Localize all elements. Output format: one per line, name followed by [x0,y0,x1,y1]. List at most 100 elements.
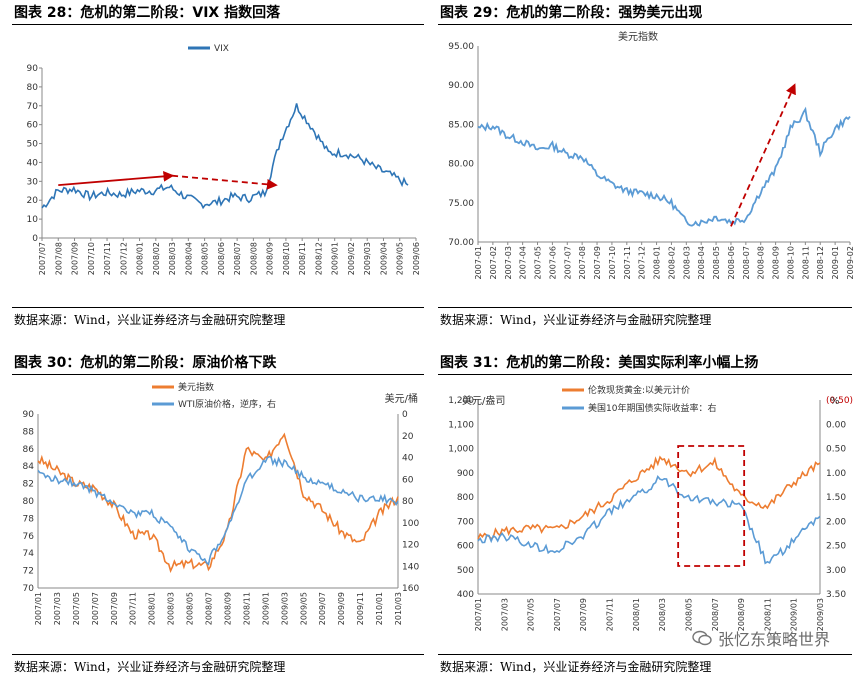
panel-4-source: 数据来源：Wind，兴业证券经济与金融研究院整理 [440,660,712,674]
y-tick-label: 75.00 [448,199,474,209]
y-right-tick-label: 140 [402,562,419,572]
x-tick-label: 2008/04 [184,242,193,275]
x-tick-label: 2008/08 [249,242,258,275]
dashed-trend-arrow [172,174,278,190]
y-right-tick-label: 3.00 [826,566,846,576]
legend-vix-label: VIX [214,44,229,54]
x-tick-label: 2008-12 [816,246,825,279]
x-tick-label: 2009-02 [846,246,854,279]
y-tick-label: 20 [27,196,39,206]
x-tick-label: 2009/09 [337,592,346,625]
panel-4-title: 图表 31：危机的第二阶段：美国实际利率小幅上扬 [440,355,759,371]
x-tick-label: 2007-05 [534,246,543,279]
x-tick-label: 2007/03 [53,592,62,625]
chart-vix-plot: 0 10 20 30 40 50 60 70 80 90 2007/07 2007/08 2007/09… [27,44,421,275]
y-right-tick-label: 3.50 [826,590,846,600]
wechat-icon [692,630,712,646]
x-tick-label: 2007/11 [129,592,138,625]
x-tick-label: 2008-06 [727,246,736,279]
x-tick-label: 2008/09 [266,242,275,275]
y-right-tick-label: 160 [402,584,419,594]
x-tick-label: 2008/07 [205,592,214,625]
chart-dollar-index: 70.00 75.00 80.00 85.00 90.00 95.00 2007-01 200… [448,30,854,279]
x-tick-label: 2008-04 [697,246,706,279]
x-tick-label: 2008/05 [684,598,693,631]
x-tick-label: 2009/07 [318,592,327,625]
x-tick-label: 2009/05 [396,242,405,275]
x-tick-label: 2008/10 [282,242,291,275]
y-tick-label: 50 [27,140,39,150]
x-tick-label: 2008/03 [168,242,177,275]
x-tick-label: 2007-11 [623,246,632,279]
x-tick-label: 2007/05 [527,598,536,631]
chart-dollar-oil: 70 72 74 76 78 80 82 84 86 88 90 0 20 40 60 80 100 120 140… [23,381,420,625]
y-tick-label: 80.00 [448,160,474,170]
panel-2-source-rule [438,307,852,308]
x-tick-label: 2008-07 [742,246,751,279]
legend-gold-label: 伦敦现货黄金:以美元计价 [588,384,690,396]
x-tick-label: 2008/02 [152,242,161,275]
x-tick-label: 2007/01 [34,592,43,625]
panel-3-source: 数据来源：Wind，兴业证券经济与金融研究院整理 [14,660,286,674]
y-left-tick-label: 78 [23,514,35,524]
dollar-series-line [477,106,851,227]
panel-3-title: 图表 30：危机的第二阶段：原油价格下跌 [14,355,277,371]
x-tick-label: 2008/03 [167,592,176,625]
chart-gold-yield: 400 500 600 700 800 900 1,000 1,100 1,200 (0.50) 0… [448,384,853,631]
y-right-tick-label: 60 [402,475,414,485]
x-tick-label: 2007/03 [500,598,509,631]
y-tick-label: 30 [27,177,39,187]
y-left-tick-label: 74 [23,549,35,559]
x-tick-label: 2008/06 [217,242,226,275]
chart-dollar-plot: 70.00 75.00 80.00 85.00 90.00 95.00 2007-01 200… [448,30,854,279]
x-tick-label: 2009/11 [356,592,365,625]
x-tick-label: 2007-01 [474,246,483,279]
watermark: 张忆东策略世界 [692,626,830,650]
x-tick-label: 2007-02 [489,246,498,279]
y-tick-label: 40 [27,158,39,168]
y-left-tick-label: 700 [457,517,474,527]
panel-3-title-rule [12,374,424,375]
x-tick-label: 2008/07 [711,598,720,631]
y-right-tick-label: 1.50 [826,493,846,503]
x-tick-label: 2008/03 [658,598,667,631]
x-tick-label: 2009/03 [363,242,372,275]
x-tick-label: 2008/11 [763,598,772,631]
y-right-tick-label: 0 [402,410,408,420]
x-tick-label: 2007-12 [638,246,647,279]
x-tick-label: 2009/02 [347,242,356,275]
y-tick-label: 90 [27,64,39,74]
y-left-tick-label: 72 [23,567,34,577]
x-tick-label: 2008/12 [314,242,323,275]
y-right-tick-label: 0.50 [826,445,846,455]
x-tick-label: 2008/01 [136,242,145,275]
x-tick-label: 2007/11 [606,598,615,631]
y-tick-label: 0 [32,234,38,244]
y-tick-label: 90.00 [448,81,474,91]
y-left-tick-label: 82 [23,480,34,490]
x-tick-label: 2007/08 [54,242,63,275]
legend-dollar-label: 美元指数 [178,381,214,393]
x-tick-label: 2010/03 [394,592,403,625]
highlight-box [677,445,746,567]
vix-series-line [41,103,409,210]
x-tick-label: 2008/05 [201,242,210,275]
x-tick-label: 2007-08 [578,246,587,279]
y-left-tick-label: 90 [23,410,35,420]
x-tick-label: 2008/01 [148,592,157,625]
y-left-tick-label: 1,000 [448,445,474,455]
x-tick-label: 2008/09 [737,598,746,631]
x-tick-label: 2007-06 [548,246,557,279]
y-tick-label: 10 [27,215,39,225]
y-left-tick-label: 600 [457,542,474,552]
y-tick-label: 70 [27,102,39,112]
x-tick-label: 2007-03 [504,246,513,279]
y-left-tick-label: 70 [23,584,35,594]
x-tick-label: 2010/01 [375,592,384,625]
x-tick-label: 2007/09 [71,242,80,275]
x-tick-label: 2009/01 [790,598,799,631]
x-tick-label: 2007-10 [608,246,617,279]
x-tick-label: 2009/03 [280,592,289,625]
dashed-trend-arrow [730,83,796,227]
panel-3-source-rule [12,654,424,655]
